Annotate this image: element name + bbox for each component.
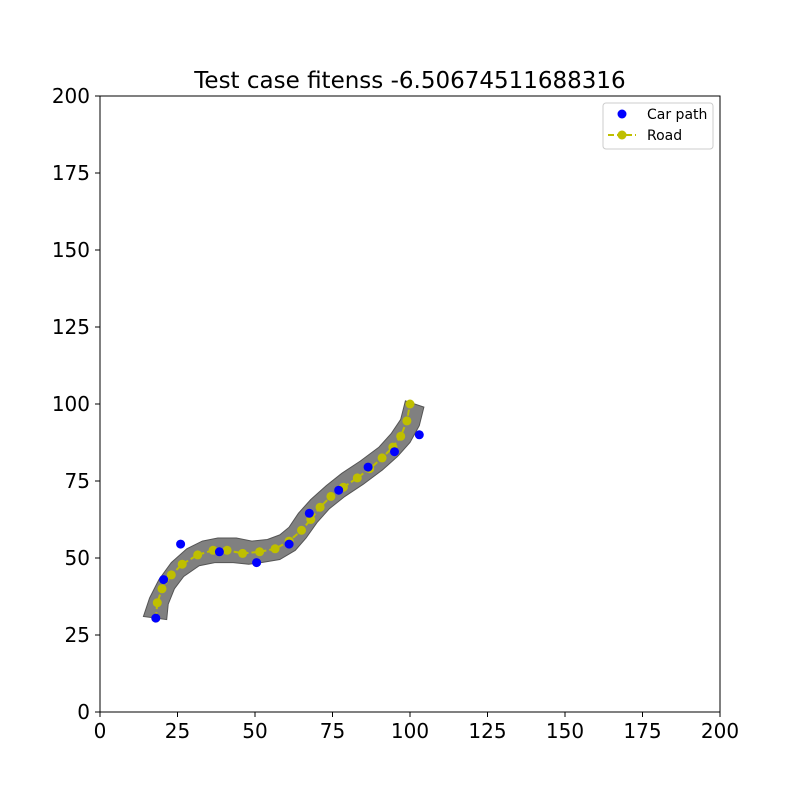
x-tick-label: 125: [468, 719, 506, 743]
legend-car-path-label: Car path: [647, 107, 707, 123]
y-tick-label: 75: [65, 469, 90, 493]
car-path-point: [151, 613, 161, 623]
x-tick-label: 0: [94, 719, 107, 743]
car-path-layer: [151, 430, 424, 623]
car-path-point: [334, 485, 344, 495]
road-point: [222, 545, 232, 555]
legend-road-marker: [617, 130, 627, 140]
road-point: [157, 584, 167, 594]
chart-title: Test case fitenss -6.50674511688316: [193, 68, 625, 94]
road-point: [193, 550, 203, 560]
x-tick-label: 25: [165, 719, 190, 743]
road-point: [405, 399, 415, 409]
road-point: [326, 491, 336, 501]
road-point: [177, 559, 187, 569]
road-point: [166, 570, 176, 580]
y-tick-label: 200: [52, 84, 90, 108]
y-tick-label: 125: [52, 315, 90, 339]
y-tick-label: 150: [52, 238, 90, 262]
y-tick-label: 25: [65, 623, 90, 647]
road-point: [270, 544, 280, 554]
road-point: [238, 548, 248, 558]
road-point: [352, 473, 362, 483]
car-path-point: [390, 447, 399, 457]
road-band: [142, 400, 425, 621]
y-tick-label: 175: [52, 161, 90, 185]
x-tick-label: 175: [623, 719, 661, 743]
road-point: [152, 598, 162, 608]
road-point: [297, 525, 306, 535]
x-axis: 0 25 50 75 100 125 150 175 200: [94, 712, 739, 743]
road-point: [402, 416, 412, 426]
y-tick-label: 0: [77, 700, 90, 724]
road-band-layer: [142, 400, 425, 621]
car-path-point: [304, 508, 314, 518]
car-path-point: [252, 558, 262, 568]
x-tick-label: 100: [391, 719, 429, 743]
y-axis: 0 25 50 75 100 125 150 175 200: [52, 84, 100, 724]
road-point: [396, 431, 406, 441]
y-tick-label: 100: [52, 392, 90, 416]
legend: Car path Road: [602, 102, 714, 150]
x-tick-label: 75: [320, 719, 345, 743]
car-path-point: [176, 539, 186, 549]
x-tick-label: 150: [546, 719, 584, 743]
car-path-point: [414, 430, 424, 440]
x-tick-label: 50: [242, 719, 267, 743]
car-path-point: [159, 575, 169, 585]
road-point: [255, 547, 265, 557]
road-point: [377, 453, 387, 463]
car-path-point: [284, 539, 294, 549]
road-point: [315, 502, 325, 512]
legend-box: [602, 102, 714, 150]
legend-car-path-marker: [617, 109, 627, 119]
x-tick-label: 200: [701, 719, 739, 743]
legend-road-label: Road: [647, 128, 682, 144]
car-path-point: [214, 547, 224, 557]
y-tick-label: 50: [65, 546, 90, 570]
car-path-point: [363, 462, 373, 472]
